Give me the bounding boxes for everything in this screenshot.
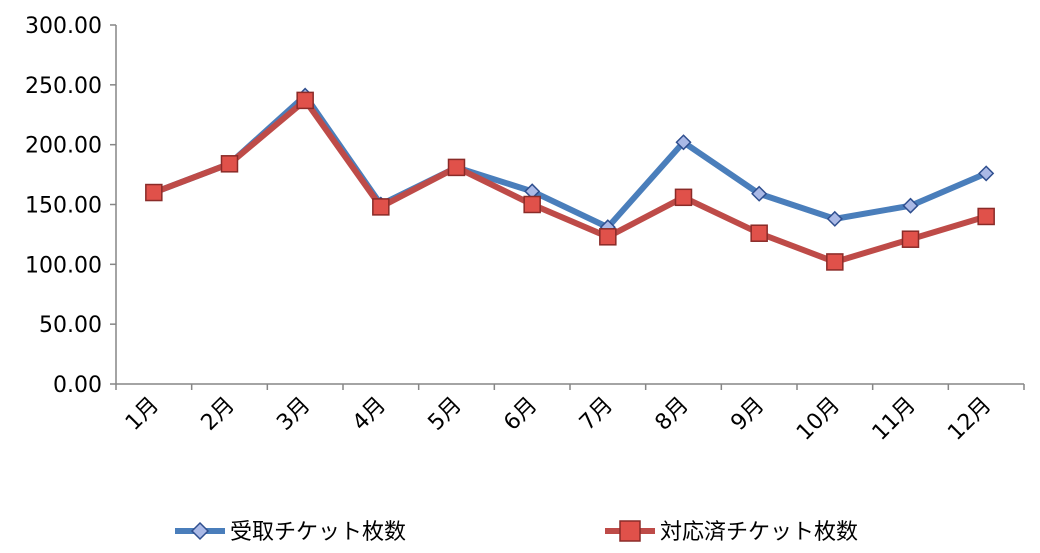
y-tick-label: 50.00 [39, 313, 102, 338]
data-point [978, 165, 995, 182]
data-point [296, 91, 314, 110]
data-point [220, 155, 239, 173]
data-point [674, 188, 693, 207]
y-tick-label: 200.00 [25, 134, 102, 159]
data-point [977, 207, 995, 226]
legend-label: 受取チケット枚数 [230, 520, 406, 545]
data-point [751, 185, 768, 202]
y-tick-label: 250.00 [25, 74, 102, 99]
data-point [750, 224, 768, 242]
data-point [599, 228, 617, 246]
data-point [826, 253, 844, 271]
y-tick-label: 150.00 [25, 194, 102, 219]
data-point [675, 134, 692, 151]
legend: 受取チケット枚数 対応済チケット枚数 [175, 520, 858, 545]
axes [115, 25, 1024, 385]
series-line [150, 97, 990, 265]
data-point [447, 158, 466, 177]
x-tick-label: 4月 [348, 393, 391, 436]
x-tick-label: 1月 [121, 393, 164, 436]
x-tick-label: 12月 [943, 393, 996, 446]
data-point [902, 197, 919, 214]
series-line [150, 92, 990, 231]
x-tick-label: 3月 [272, 393, 315, 436]
x-tick-label: 11月 [868, 393, 921, 446]
y-tick-label: 300.00 [25, 14, 102, 39]
x-tick-label: 8月 [651, 393, 694, 436]
legend-item: 受取チケット枚数 [175, 520, 406, 545]
series-layer [145, 87, 995, 271]
x-tick-label: 7月 [575, 393, 618, 436]
data-point [826, 210, 843, 227]
y-axis-ticks: 0.00 50.00 100.00 150.00 200.00 250.00 300.00 [25, 14, 116, 398]
x-tick-label: 10月 [792, 393, 845, 446]
legend-label: 対応済チケット枚数 [660, 520, 858, 545]
data-point [372, 198, 390, 216]
data-point [901, 230, 920, 248]
series-2-markers [145, 91, 995, 271]
data-point [145, 183, 163, 202]
data-point [190, 521, 210, 541]
x-tick-label: 5月 [424, 393, 467, 436]
y-tick-label: 0.00 [53, 373, 102, 398]
x-tick-label: 6月 [499, 393, 542, 436]
x-tick-label: 9月 [726, 393, 769, 436]
y-tick-label: 100.00 [25, 253, 102, 278]
legend-item: 対応済チケット枚数 [605, 520, 858, 545]
data-point [619, 520, 641, 542]
series-1 [150, 92, 990, 231]
x-axis-ticks: 1月 2月 3月 4月 5月 6月 7月 8月 9月 10月 11月 12月 [115, 384, 1025, 446]
data-point [523, 195, 541, 214]
x-tick-label: 2月 [197, 393, 240, 436]
series-2 [150, 97, 990, 265]
